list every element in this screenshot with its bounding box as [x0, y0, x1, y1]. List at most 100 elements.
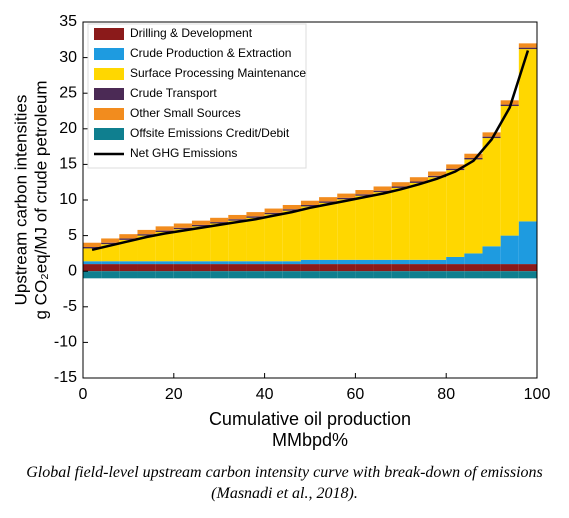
bar-segment [173, 227, 192, 230]
bar-segment [428, 271, 447, 279]
bar-segment [300, 206, 320, 260]
bar-segment [391, 259, 410, 265]
bar-segment [246, 212, 265, 217]
bar-segment [119, 261, 138, 265]
bar-segment [355, 190, 374, 195]
legend-label: Other Small Sources [130, 106, 241, 120]
y-tick-label: -10 [54, 334, 77, 351]
bar-segment [409, 264, 429, 272]
bar-segment [391, 264, 410, 272]
bar-segment [210, 223, 229, 262]
bar-segment [355, 259, 374, 265]
bar-segment [246, 216, 265, 218]
bar-segment [282, 210, 301, 262]
bar-segment [155, 226, 174, 231]
bar-segment [282, 209, 301, 211]
bar-segment [391, 187, 410, 260]
bar-segment [119, 264, 138, 272]
bar-segment [409, 259, 429, 265]
y-tick-label: 30 [59, 49, 77, 66]
bar-segment [355, 194, 374, 196]
bar-segment [373, 259, 392, 265]
bar-segment [482, 138, 501, 247]
bar-segment [264, 271, 283, 279]
bar-segment [191, 224, 211, 227]
legend-swatch [94, 128, 124, 140]
bar-segment [319, 201, 338, 203]
bar-segment [428, 264, 447, 272]
bar-segment [119, 238, 138, 240]
y-tick-label: 35 [59, 13, 77, 30]
bar-segment [518, 221, 537, 265]
legend-swatch [94, 108, 124, 120]
bar-segment [264, 214, 283, 262]
legend-label: Net GHG Emissions [130, 146, 237, 160]
x-tick-label: 0 [79, 386, 88, 403]
bar-segment [337, 259, 356, 265]
bar-segment [409, 177, 429, 182]
bar-segment [446, 256, 465, 265]
bar-segment [101, 238, 120, 243]
bar-segment [83, 242, 102, 247]
bar-segment [191, 271, 211, 279]
x-tick-label: 60 [347, 386, 365, 403]
bar-segment [300, 264, 320, 272]
bar-segment [210, 271, 229, 279]
bar-segment [228, 264, 247, 272]
legend-swatch [94, 28, 124, 40]
y-tick-label: 20 [59, 120, 77, 137]
bar-segment [337, 271, 356, 279]
bar-segment [482, 132, 501, 137]
bar-segment [137, 234, 156, 236]
bar-segment [246, 217, 265, 262]
bar-segment [500, 271, 519, 279]
bar-segment [264, 261, 283, 265]
legend-label: Surface Processing Maintenance [130, 66, 306, 80]
bar-segment [428, 175, 447, 178]
bar-segment [391, 186, 410, 188]
y-tick-label: -15 [54, 369, 77, 386]
bar-segment [119, 234, 138, 239]
legend-swatch [94, 68, 124, 80]
bar-segment [500, 235, 519, 265]
bar-segment [319, 202, 338, 260]
bar-segment [264, 212, 283, 215]
bar-segment [101, 264, 120, 272]
bar-segment [155, 232, 174, 262]
x-tick-label: 100 [524, 386, 551, 403]
bar-segment [173, 271, 192, 279]
bar-segment [101, 242, 120, 245]
bar-segment [191, 226, 211, 262]
bar-segment [428, 259, 447, 265]
bar-segment [464, 157, 483, 160]
bar-segment [173, 229, 192, 262]
bar-segment [119, 271, 138, 279]
legend: Drilling & Development Crude Production &… [87, 23, 307, 169]
bar-segment [518, 49, 537, 222]
bar-segment [482, 264, 501, 272]
bar-segment [228, 220, 247, 262]
bar-segment [137, 235, 156, 262]
bar-segment [337, 197, 356, 200]
legend-label: Crude Transport [130, 86, 217, 100]
bar-segment [355, 271, 374, 279]
bar-segment [101, 271, 120, 279]
bar-segment [518, 43, 537, 48]
bar-segment [137, 271, 156, 279]
bar-segment [83, 261, 102, 265]
legend-label: Crude Production & Extraction [130, 46, 291, 60]
bar-segment [155, 264, 174, 272]
bar-segment [210, 217, 229, 223]
bar-segment [246, 261, 265, 265]
bar-segment [282, 204, 301, 210]
legend-swatch [94, 48, 124, 60]
bar-segment [464, 271, 483, 279]
bar-segment [119, 239, 138, 262]
bar-segment [282, 264, 301, 272]
bar-segment [409, 271, 429, 279]
x-tick-label: 40 [256, 386, 274, 403]
bar-segment [446, 168, 465, 171]
bar-segment [191, 261, 211, 265]
legend-label: Offsite Emissions Credit/Debit [130, 126, 290, 140]
